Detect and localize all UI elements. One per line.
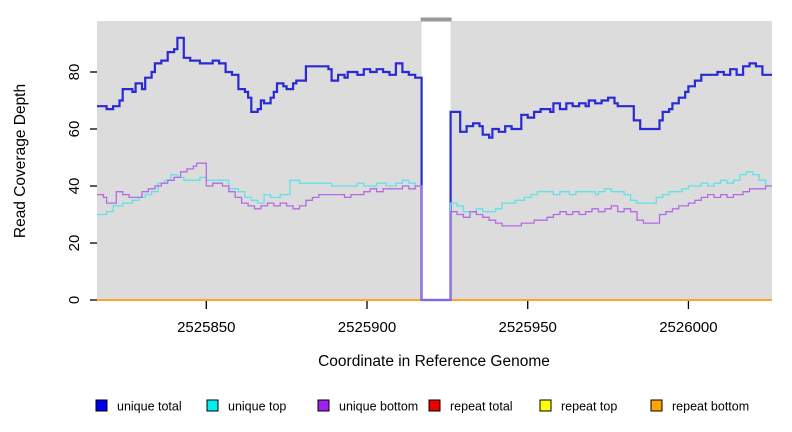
legend-label: repeat bottom bbox=[672, 400, 749, 414]
legend-label: unique bottom bbox=[339, 400, 418, 414]
coverage-gap-cap bbox=[420, 17, 452, 22]
x-tick-label: 2525850 bbox=[177, 319, 235, 336]
x-tick-label: 2525950 bbox=[499, 319, 557, 336]
legend-swatch-repeat-bottom bbox=[650, 399, 663, 412]
legend-label: unique top bbox=[228, 400, 286, 414]
legend-swatch-unique-top bbox=[206, 399, 219, 412]
series-path-unique-top bbox=[97, 171, 772, 301]
legend-swatch-unique-bottom bbox=[317, 399, 330, 412]
y-tick-label: 0 bbox=[66, 296, 83, 304]
series-path-unique-bottom bbox=[97, 162, 772, 301]
legend: unique total unique top unique bottom repea… bbox=[95, 399, 749, 414]
y-tick-label: 20 bbox=[66, 235, 83, 252]
y-tick-label: 40 bbox=[66, 178, 83, 195]
y-tick-label: 60 bbox=[66, 121, 83, 138]
series-layer bbox=[97, 36, 772, 302]
axes-layer: 0 20 40 60 80 2525850 2525900 2525950 2526000 bbox=[66, 64, 718, 336]
y-axis-title: Read Coverage Depth bbox=[12, 84, 29, 238]
y-tick-label: 80 bbox=[66, 64, 83, 81]
legend-swatch-unique-total bbox=[95, 399, 108, 412]
legend-label: repeat top bbox=[561, 400, 617, 414]
coverage-gap-layer bbox=[420, 17, 452, 301]
legend-swatch-repeat-total bbox=[428, 399, 441, 412]
legend-label: repeat total bbox=[450, 400, 513, 414]
legend-swatch-repeat-top bbox=[539, 399, 552, 412]
x-tick-label: 2526000 bbox=[659, 319, 717, 336]
x-tick-label: 2525900 bbox=[338, 319, 396, 336]
legend-label: unique total bbox=[117, 400, 182, 414]
coverage-gap bbox=[421, 21, 451, 301]
series-path-unique-total bbox=[97, 36, 772, 302]
x-axis-title: Coordinate in Reference Genome bbox=[318, 353, 550, 370]
